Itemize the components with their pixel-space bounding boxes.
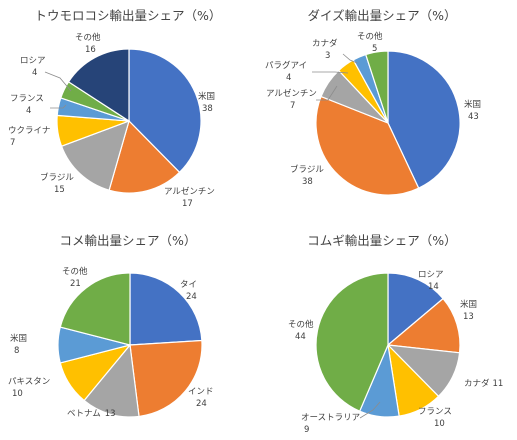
soybean-slices [315,50,461,196]
pie-slice-2-0 [129,272,203,346]
chart-title: トウモロコシ輸出量シェア（%） [35,8,222,23]
wheat-slices [315,272,461,418]
label-india: インド 24 [188,387,214,409]
chart-title: コムギ輸出量シェア（%） [307,233,456,248]
label-thailand: タイ 24 [180,280,197,302]
label-usa: 米国 38 [198,91,215,114]
label-australia: オーストラリア 9 [301,413,360,435]
wheat-labels: ロシア 14 米国 13 カナダ 11 フランス 10 オーストラリア 9 その他 44 [288,270,503,435]
pie-chart-wheat: コムギ輸出量シェア（%） ロシア 14 米国 13 カナダ 11 フランス 10 オース… [288,233,503,435]
label-pakistan: パキスタン 10 [8,377,50,399]
label-russia: ロシア 4 [20,56,46,78]
pie-slice-3-5 [315,272,389,412]
label-other: その他 5 [357,31,383,54]
pie-slice-1-1 [315,95,420,196]
leader-line [312,71,349,74]
rice-slices [57,272,203,418]
rice-labels: タイ 24 インド 24 ベトナム 13 パキスタン 10 米国 8 その他 21 [8,266,214,419]
leader-line [342,53,358,64]
leader-line [359,401,381,419]
label-france: フランス 4 [10,94,44,116]
label-other: その他 16 [75,32,101,55]
wheat-leaders [359,401,381,419]
chart-title: ダイズ輸出量シェア（%） [307,8,456,23]
pie-slice-0-2 [60,120,130,191]
label-canada: カナダ 11 [464,378,503,389]
pie-slice-1-0 [387,50,461,189]
pie-slice-0-0 [128,48,202,174]
pie-slice-0-6 [67,48,130,123]
pie-chart-corn: トウモロコシ輸出量シェア（%） 米国 38 アルゼンチン 17 ブラジル 15 ウクラ… [8,8,221,209]
leader-line [44,71,72,92]
soybean-leaders [312,53,358,101]
label-paraguay: パラグアイ 4 [265,60,307,83]
label-canada: カナダ 3 [312,38,338,61]
leader-line [50,104,67,109]
label-ukraine: ウクライナ 7 [8,126,50,148]
pie-chart-soybean: ダイズ輸出量シェア（%） 米国 43 ブラジル 38 アルゼンチン 7 パラグアイ 4 … [265,8,481,196]
soybean-labels: 米国 43 ブラジル 38 アルゼンチン 7 パラグアイ 4 カナダ 3 その他 5 [265,31,481,187]
pie-slice-2-2 [83,343,140,418]
pie-slice-1-5 [364,50,389,124]
label-argentina: アルゼンチン 7 [266,88,317,111]
leader-line [316,85,338,101]
label-usa: 米国 13 [460,299,477,322]
label-brazil: ブラジル 38 [290,164,324,187]
corn-slices [56,48,202,194]
pie-slice-0-1 [108,119,181,194]
label-usa: 米国 43 [464,99,481,122]
label-russia: ロシア 14 [418,270,444,292]
label-brazil: ブラジル 15 [40,172,74,195]
chart-title: コメ輸出量シェア（%） [60,233,197,248]
label-other: その他 21 [62,266,88,289]
label-usa: 米国 8 [10,333,27,356]
label-vietnam: ベトナム 13 [67,409,116,419]
pie-chart-rice: コメ輸出量シェア（%） タイ 24 インド 24 ベトナム 13 パキスタン 10 米国… [8,233,214,419]
pie-slice-2-5 [59,272,131,346]
pie-slice-2-1 [129,339,203,418]
label-argentina: アルゼンチン 17 [164,186,215,209]
label-france: フランス 10 [418,407,452,429]
corn-leaders [44,71,72,109]
label-other: その他 44 [288,319,314,342]
pie-slice-3-1 [386,297,461,354]
corn-labels: 米国 38 アルゼンチン 17 ブラジル 15 ウクライナ 7 フランス 4 ロシア 4 そ… [8,32,215,209]
pie-slice-3-0 [387,272,444,347]
